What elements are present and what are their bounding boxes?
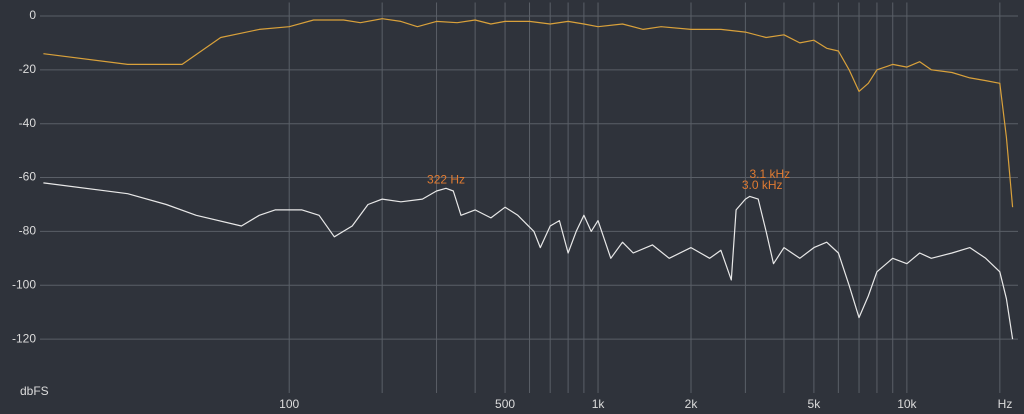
y-axis-label: dbFS bbox=[20, 384, 49, 398]
x-tick-label: 5k bbox=[808, 397, 822, 411]
y-tick-label: -20 bbox=[19, 62, 37, 76]
x-tick-label: 2k bbox=[685, 397, 699, 411]
series-line bbox=[43, 182, 1014, 340]
x-tick-label: 100 bbox=[279, 397, 299, 411]
y-tick-label: -120 bbox=[12, 331, 36, 345]
y-tick-label: -80 bbox=[19, 224, 37, 238]
annotation: 3.0 kHz bbox=[742, 178, 783, 192]
x-tick-label: 1k bbox=[592, 397, 606, 411]
series-line bbox=[43, 18, 1014, 208]
annotation: 322 Hz bbox=[427, 172, 465, 186]
x-axis-label: Hz bbox=[998, 397, 1013, 411]
y-tick-label: -100 bbox=[12, 277, 36, 291]
x-tick-label: 500 bbox=[495, 397, 515, 411]
x-tick-label: 10k bbox=[897, 397, 917, 411]
y-tick-label: -60 bbox=[19, 170, 37, 184]
annotation: 3.1 kHz bbox=[749, 167, 790, 181]
y-tick-label: -40 bbox=[19, 116, 37, 130]
y-tick-label: 0 bbox=[29, 8, 36, 22]
